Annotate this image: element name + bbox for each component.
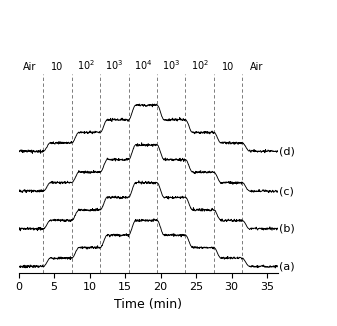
Text: (c): (c) — [279, 186, 294, 196]
Text: Air: Air — [23, 62, 36, 72]
Text: (b): (b) — [279, 224, 295, 234]
Text: $10^2$: $10^2$ — [191, 58, 209, 72]
Text: Air: Air — [250, 62, 263, 72]
Text: (d): (d) — [279, 146, 295, 156]
Text: $10^4$: $10^4$ — [133, 58, 152, 72]
Text: 10: 10 — [222, 62, 234, 72]
Text: $10^3$: $10^3$ — [162, 58, 180, 72]
Text: (a): (a) — [279, 261, 295, 272]
Text: $10^3$: $10^3$ — [105, 58, 124, 72]
Text: $10^2$: $10^2$ — [77, 58, 95, 72]
X-axis label: Time (min): Time (min) — [114, 298, 182, 311]
Text: 10: 10 — [52, 62, 64, 72]
